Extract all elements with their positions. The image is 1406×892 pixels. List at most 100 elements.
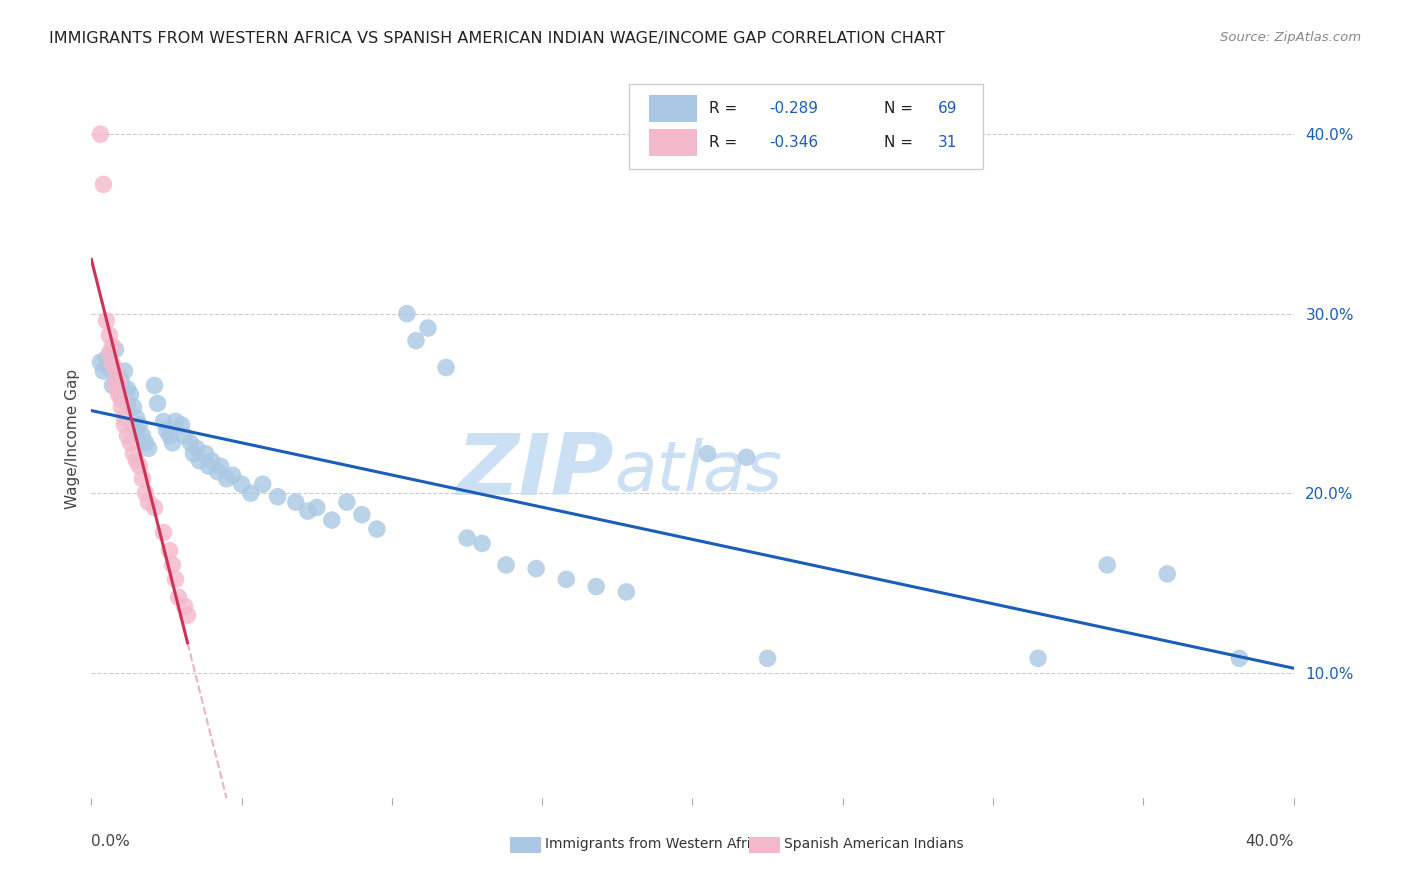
Point — [93, 178, 115, 192]
Text: 69: 69 — [938, 101, 957, 116]
Point — [98, 328, 121, 343]
Point — [221, 468, 243, 483]
Point — [239, 486, 262, 500]
Point — [101, 378, 124, 392]
Point — [104, 378, 127, 392]
Point — [297, 504, 319, 518]
Point — [110, 400, 132, 414]
Point — [110, 392, 132, 407]
Point — [125, 410, 148, 425]
Point — [117, 396, 139, 410]
Point — [165, 414, 187, 428]
Text: Spanish American Indians: Spanish American Indians — [785, 837, 963, 851]
Point — [107, 387, 129, 401]
Point — [180, 436, 202, 450]
Point — [117, 428, 139, 442]
Point — [152, 414, 174, 428]
FancyBboxPatch shape — [650, 129, 697, 156]
Point — [321, 513, 343, 527]
Point — [134, 436, 156, 450]
Point — [614, 585, 637, 599]
Point — [143, 500, 166, 515]
Point — [207, 465, 229, 479]
Point — [114, 410, 136, 425]
Point — [131, 428, 153, 442]
Point — [1156, 566, 1178, 581]
Point — [183, 447, 205, 461]
Text: -0.346: -0.346 — [769, 136, 818, 150]
Text: atlas: atlas — [614, 438, 782, 505]
Point — [114, 417, 136, 432]
Point — [114, 364, 136, 378]
Point — [120, 387, 142, 401]
Point — [456, 531, 478, 545]
Point — [194, 447, 217, 461]
Text: N =: N = — [883, 136, 912, 150]
Point — [176, 608, 198, 623]
Point — [104, 343, 127, 357]
Point — [155, 423, 177, 437]
Text: IMMIGRANTS FROM WESTERN AFRICA VS SPANISH AMERICAN INDIAN WAGE/INCOME GAP CORREL: IMMIGRANTS FROM WESTERN AFRICA VS SPANIS… — [49, 31, 945, 46]
Point — [252, 477, 274, 491]
Point — [165, 572, 187, 586]
Text: 0.0%: 0.0% — [91, 834, 131, 849]
Point — [93, 364, 115, 378]
Point — [209, 459, 232, 474]
Point — [1026, 651, 1049, 665]
Point — [152, 525, 174, 540]
Point — [104, 364, 127, 378]
Point — [186, 442, 208, 456]
Text: 40.0%: 40.0% — [1246, 834, 1294, 849]
Point — [1229, 651, 1251, 665]
Point — [197, 459, 219, 474]
Point — [131, 472, 153, 486]
Point — [128, 459, 150, 474]
Point — [98, 346, 121, 360]
Point — [188, 454, 211, 468]
Point — [89, 355, 111, 369]
Y-axis label: Wage/Income Gap: Wage/Income Gap — [65, 369, 80, 509]
Point — [284, 495, 307, 509]
Point — [267, 490, 290, 504]
Point — [395, 307, 418, 321]
Point — [122, 447, 145, 461]
Point — [146, 396, 169, 410]
Point — [405, 334, 427, 348]
Point — [107, 375, 129, 389]
Point — [735, 450, 758, 465]
Point — [471, 536, 494, 550]
Point — [162, 558, 184, 572]
Point — [128, 417, 150, 432]
Point — [524, 561, 547, 575]
Point — [134, 486, 156, 500]
Point — [173, 428, 195, 442]
FancyBboxPatch shape — [628, 84, 983, 169]
Point — [231, 477, 253, 491]
Point — [416, 321, 439, 335]
Point — [756, 651, 779, 665]
Text: -0.289: -0.289 — [769, 101, 818, 116]
Point — [167, 591, 190, 605]
Point — [138, 442, 160, 456]
FancyBboxPatch shape — [650, 95, 697, 122]
Point — [143, 378, 166, 392]
Text: R =: R = — [709, 101, 738, 116]
Text: 31: 31 — [938, 136, 957, 150]
Point — [305, 500, 328, 515]
Point — [107, 369, 129, 384]
Point — [495, 558, 517, 572]
Point — [122, 400, 145, 414]
Point — [1095, 558, 1118, 572]
Point — [434, 360, 457, 375]
Text: N =: N = — [883, 101, 912, 116]
Point — [125, 423, 148, 437]
Point — [350, 508, 373, 522]
Point — [89, 127, 111, 141]
Point — [98, 360, 121, 375]
Point — [125, 454, 148, 468]
Point — [120, 436, 142, 450]
Point — [336, 495, 359, 509]
Point — [110, 387, 132, 401]
Text: Source: ZipAtlas.com: Source: ZipAtlas.com — [1220, 31, 1361, 45]
Point — [555, 572, 578, 586]
